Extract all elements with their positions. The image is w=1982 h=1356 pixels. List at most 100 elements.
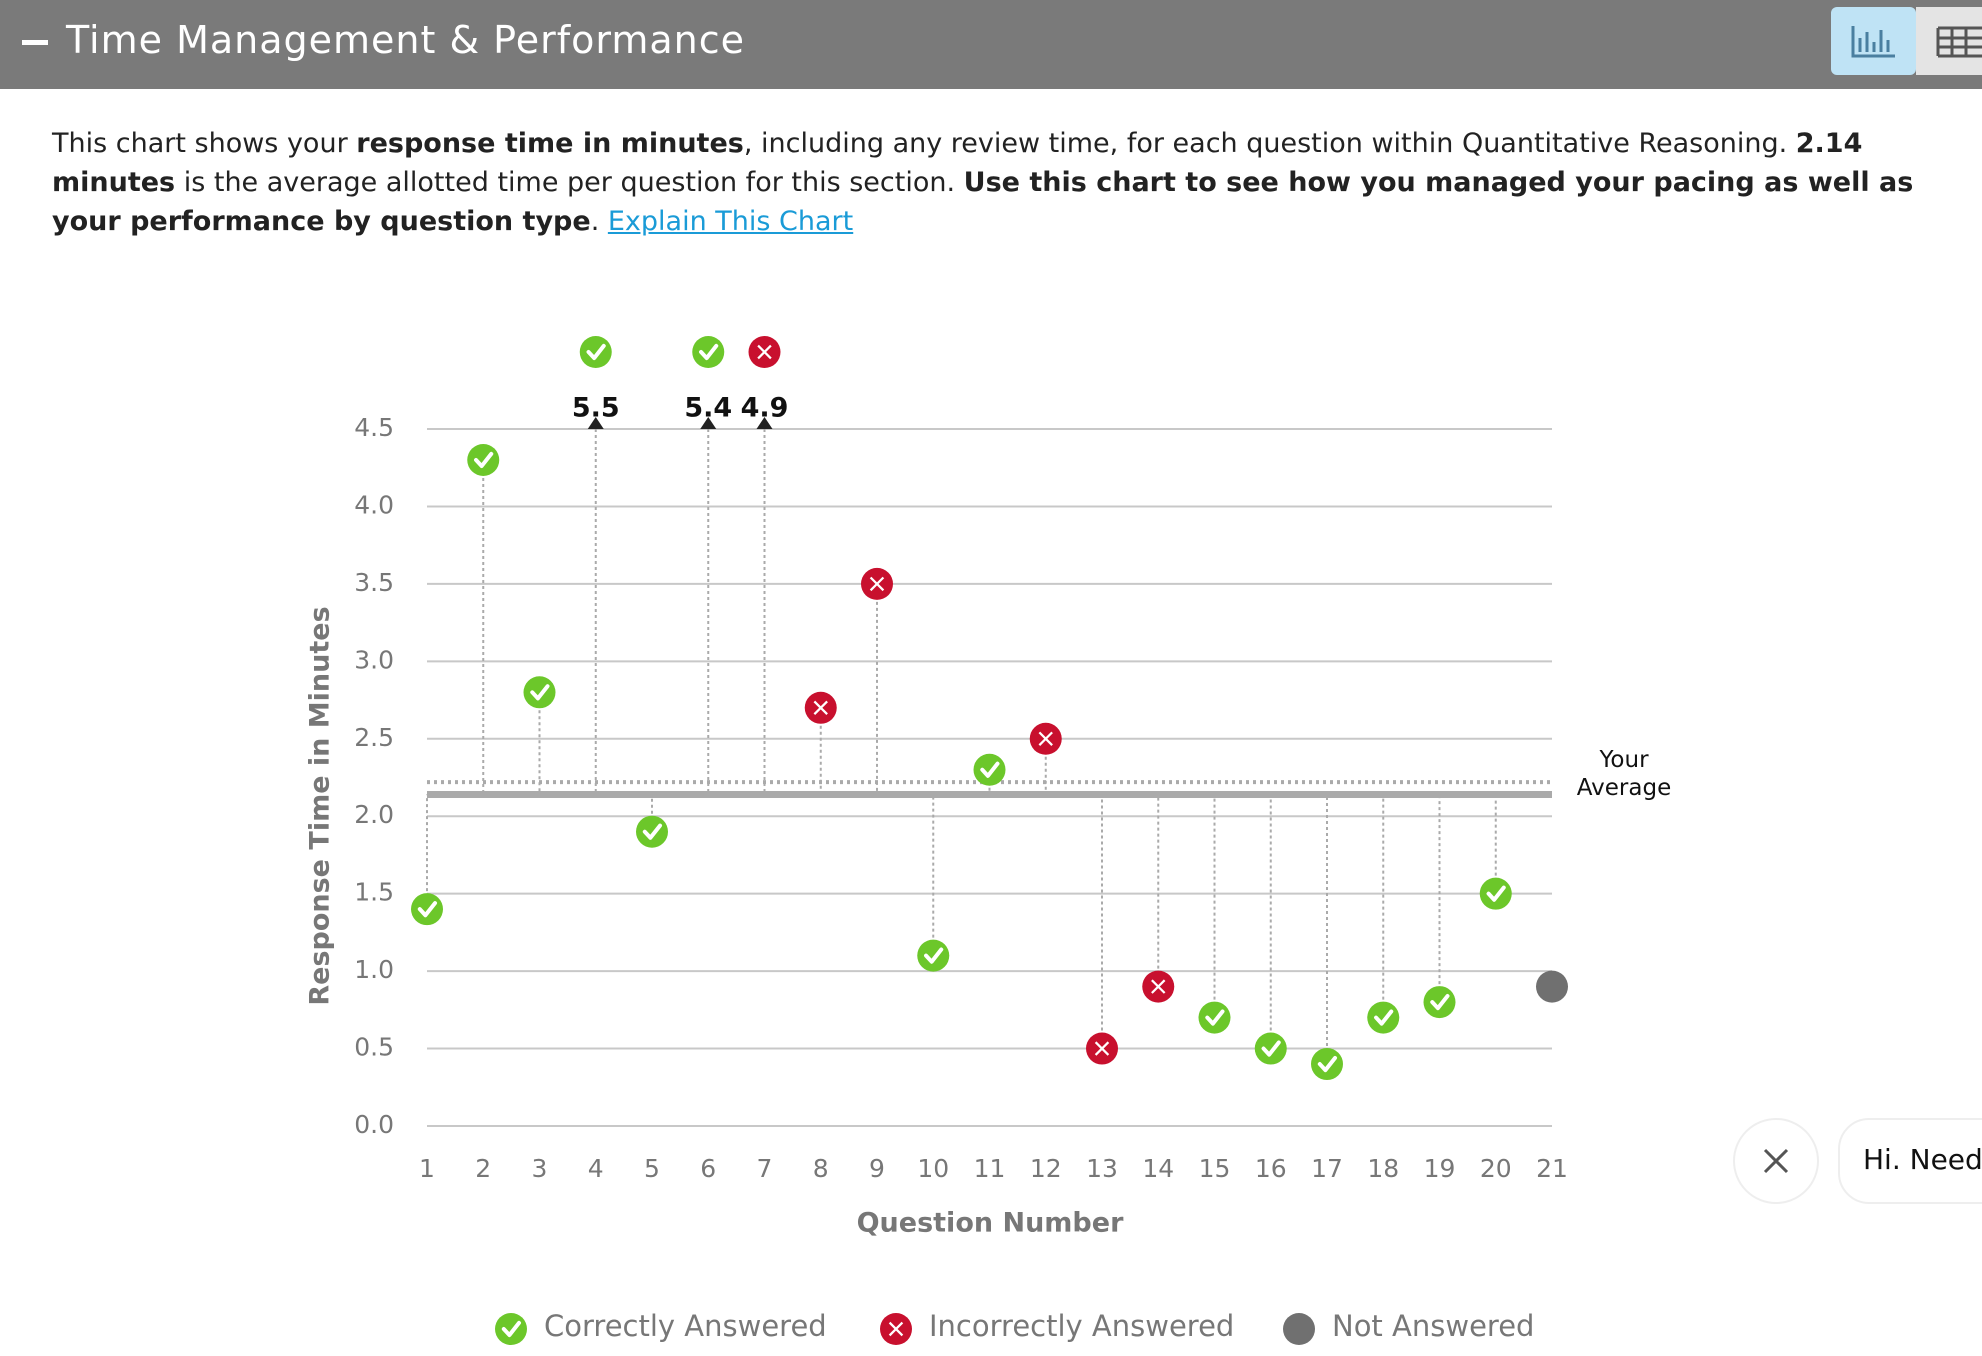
marker-circle [636,815,668,848]
marker-circle [692,336,725,368]
x-tick-label: 7 [757,1154,773,1183]
marker-circle [523,676,556,709]
cross-glyph [1151,979,1166,994]
point-dot [1283,1313,1315,1345]
x-tick-label: 20 [1480,1154,1512,1183]
point-check [1254,1032,1287,1065]
marker-circle [917,939,950,972]
check-glyph [980,761,1000,778]
point-check [636,815,668,848]
x-tick-label: 11 [974,1154,1006,1183]
x-tick-label: 19 [1424,1154,1456,1183]
table-view-button[interactable] [1916,7,1982,75]
y-tick-label: 4.0 [354,490,394,519]
check-glyph [1317,1055,1337,1073]
point-cross [1142,970,1175,1003]
cross-glyph [1094,1041,1110,1056]
x-tick-label: 3 [532,1154,548,1183]
point-check [495,1313,527,1345]
point-check [973,753,1006,786]
x-tick-label: 14 [1142,1154,1174,1183]
value-label: 5.4 [684,393,732,424]
check-glyph [586,343,606,361]
marker-circle [1254,1032,1287,1065]
header-icons [22,7,1982,75]
marker-circle [1311,1048,1343,1081]
check-glyph [924,947,944,964]
check-glyph [642,823,662,840]
y-tick-label: 0.0 [354,1110,394,1139]
x-tick-label: 12 [1030,1154,1062,1183]
check-glyph [530,684,550,701]
check-glyph [501,1320,521,1338]
chat-text: Hi. Need [1863,1143,1982,1176]
value-label: 4.9 [741,393,789,424]
overflow-arrow [700,417,717,429]
point-check [579,336,612,368]
check-glyph [1430,994,1450,1011]
x-tick-label: 13 [1086,1154,1118,1183]
x-tick-label: 6 [700,1154,716,1183]
marker-circle [467,443,500,476]
x-tick-label: 5 [644,1154,660,1183]
explain-link[interactable]: Explain This Chart [607,206,854,237]
point-check [1423,986,1456,1019]
point-cross [861,567,893,600]
description-text: Use this chart to see how you managed yo… [52,167,1914,237]
chart-view-button[interactable] [1831,7,1916,75]
x-tick-label: 8 [813,1154,829,1183]
y-tick-label: 3.5 [354,568,394,597]
x-tick-label: 16 [1255,1154,1287,1183]
point-cross [880,1313,912,1345]
overflow-arrow [587,417,604,429]
point-dot [1536,970,1568,1003]
description-text: 2.14 minutes [52,128,1863,198]
grid: 0.00.51.01.52.02.53.03.54.04.51 2 3 4 5 6 7 8 9 1… [354,413,1568,1183]
check-glyph [474,451,494,469]
check-glyph [1261,1040,1281,1057]
point-check [1479,877,1512,910]
check-glyph [417,901,437,918]
description: This chart shows your response time in m… [52,124,1962,241]
y-tick-label: 2.5 [354,723,394,752]
x-tick-label: 18 [1367,1154,1399,1183]
chat-widget: Hi. Need [1733,1118,1982,1204]
marker-circle [1367,1001,1400,1034]
y-tick-label: 4.5 [354,413,394,442]
point-check [917,939,950,972]
value-label: 5.5 [572,393,620,424]
collapse-icon[interactable] [22,40,48,45]
x-tick-label: 15 [1199,1154,1231,1183]
x-tick-label: 9 [869,1154,885,1183]
x-tick-label: 2 [475,1154,491,1183]
check-glyph [699,343,719,361]
marker-circle [973,753,1006,786]
description-text: This chart shows your [52,128,357,159]
description-text: is the average allotted time per questio… [175,167,964,198]
reference-label: Your Average [1577,747,1671,801]
cross-glyph [757,344,772,360]
point-check [467,443,500,476]
legend-label: Correctly Answered [544,1309,827,1343]
marker-circle [495,1313,527,1345]
point-cross [804,691,837,724]
marker-circle [1423,986,1456,1019]
legend-label: Not Answered [1332,1309,1534,1343]
description-text: , including any review time, for each qu… [743,128,1796,159]
point-cross [1029,722,1062,755]
marker-circle [411,893,443,926]
x-tick-label: 17 [1311,1154,1343,1183]
overflow-arrow [756,417,773,429]
marker-circle [1479,877,1512,910]
marker-circle [1283,1313,1315,1345]
chat-bubble[interactable] [1838,1118,1982,1204]
section-title: Time Management & Performance [66,18,745,62]
y-tick-label: 0.5 [354,1033,394,1062]
check-glyph [1205,1009,1225,1026]
y-tick-label: 1.0 [354,955,394,984]
points: 5.5 5.4 4.9 [411,336,1568,1081]
y-tick-label: 3.0 [354,645,394,674]
check-glyph [1486,885,1506,902]
reference-lines: Your Average [427,747,1671,801]
